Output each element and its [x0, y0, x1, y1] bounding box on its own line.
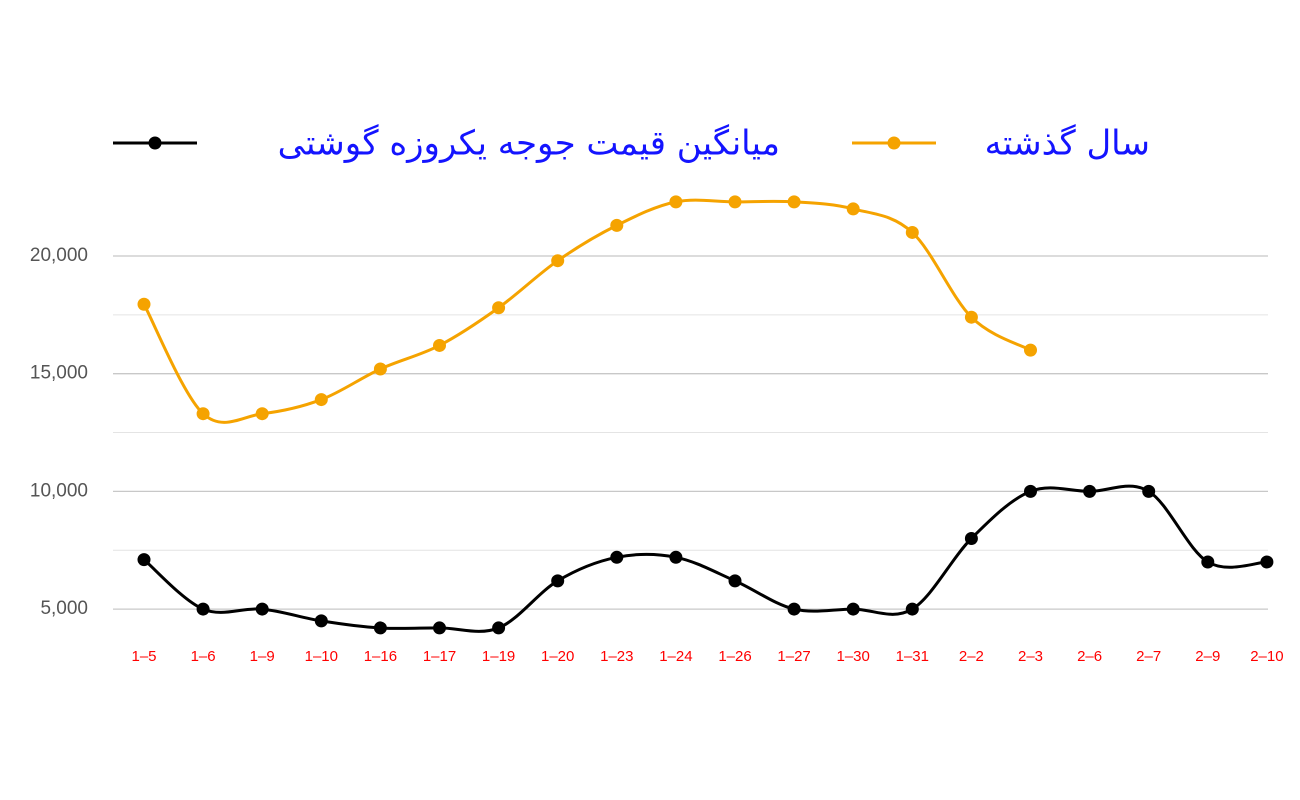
data-point: [1024, 484, 1037, 498]
data-point: [137, 297, 151, 311]
y-tick-label: 5,000: [40, 598, 88, 619]
y-tick-label: 20,000: [30, 245, 88, 266]
data-point: [137, 553, 151, 567]
x-tick-label: 1–9: [250, 648, 275, 665]
legend-label: سال گذشته: [985, 124, 1150, 164]
x-tick-label: 1–17: [423, 648, 456, 665]
data-point: [669, 550, 683, 564]
x-tick-label: 1–23: [600, 648, 633, 665]
x-tick-label: 2–6: [1077, 648, 1102, 665]
data-point: [433, 338, 446, 352]
data-point: [255, 602, 269, 616]
y-tick-label: 15,000: [30, 363, 88, 384]
data-point: [905, 602, 919, 616]
data-point: [610, 218, 624, 232]
x-tick-label: 2–9: [1195, 648, 1220, 665]
data-point: [492, 301, 506, 315]
x-tick-label: 1–6: [191, 648, 216, 665]
data-point: [255, 407, 269, 421]
x-tick-label: 1–26: [718, 648, 751, 665]
data-point: [492, 621, 506, 635]
legend-marker: [148, 136, 162, 150]
data-point: [1260, 555, 1274, 569]
data-point: [905, 225, 919, 239]
x-tick-label: 2–10: [1250, 648, 1283, 665]
legend-label: میانگین قیمت جوجه یکروزه گوشتی: [278, 124, 780, 164]
x-tick-label: 1–27: [777, 648, 810, 665]
data-point: [551, 254, 565, 268]
x-tick-label: 1–10: [305, 648, 338, 665]
x-tick-label: 2–2: [959, 648, 984, 665]
x-tick-label: 1–20: [541, 648, 574, 665]
x-tick-label: 1–19: [482, 648, 515, 665]
x-tick-label: 1–16: [364, 648, 397, 665]
data-point: [728, 195, 742, 209]
x-tick-label: 1–30: [837, 648, 870, 665]
data-point: [196, 602, 210, 616]
data-point: [1201, 555, 1215, 569]
x-tick-label: 1–5: [131, 648, 156, 665]
data-point: [610, 550, 624, 564]
data-point: [314, 393, 328, 407]
data-point: [964, 531, 978, 545]
y-tick-label: 10,000: [30, 480, 88, 501]
data-point: [373, 362, 387, 376]
x-tick-label: 2–3: [1018, 648, 1043, 665]
data-point: [846, 202, 860, 216]
data-point: [787, 602, 801, 616]
data-point: [846, 602, 860, 616]
data-point: [728, 574, 742, 588]
data-point: [314, 614, 328, 628]
data-point: [669, 195, 683, 209]
data-point: [1083, 484, 1097, 498]
data-point: [551, 574, 565, 588]
series-line: [142, 198, 1032, 424]
data-point: [787, 195, 801, 209]
legend-marker: [887, 136, 901, 150]
x-tick-label: 2–7: [1136, 648, 1161, 665]
data-point: [196, 407, 210, 421]
x-tick-label: 1–24: [659, 648, 692, 665]
data-point: [433, 621, 446, 635]
data-point: [1142, 484, 1156, 498]
x-tick-label: 1–31: [896, 648, 929, 665]
data-point: [373, 621, 387, 635]
data-point: [964, 310, 978, 324]
data-point: [1024, 343, 1037, 357]
